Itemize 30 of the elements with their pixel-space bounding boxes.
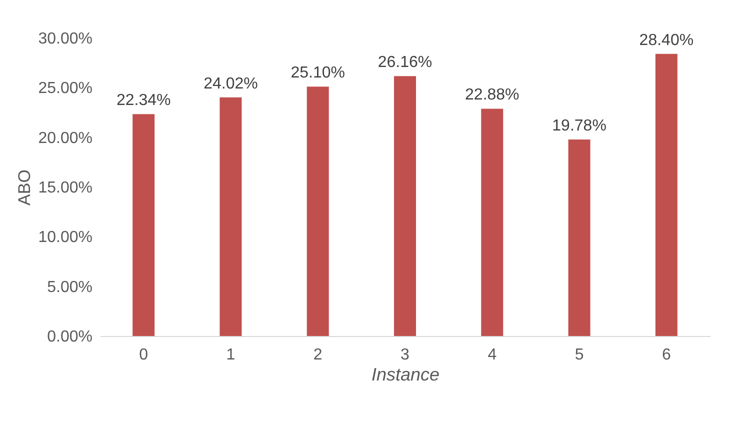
x-tick-label: 3	[400, 346, 410, 364]
x-tick-label: 5	[574, 346, 584, 364]
y-tick-label: 20.00%	[38, 130, 92, 147]
y-tick-label: 25.00%	[38, 80, 92, 98]
x-tick-label: 2	[313, 346, 322, 364]
x-axis-title: Instance	[371, 364, 440, 384]
y-tick-label: 0.00%	[47, 328, 92, 346]
y-tick-label: 10.00%	[38, 229, 92, 246]
data-label: 19.78%	[552, 118, 606, 135]
bar	[220, 97, 242, 336]
bar	[481, 108, 504, 336]
y-tick-label: 5.00%	[47, 278, 92, 296]
x-tick-label: 6	[662, 346, 671, 364]
x-tick-label: 0	[139, 346, 148, 364]
data-label: 22.88%	[465, 86, 520, 104]
data-label: 26.16%	[378, 54, 432, 72]
data-label: 24.02%	[204, 75, 258, 92]
y-tick-label: 15.00%	[38, 180, 92, 196]
data-label: 28.40%	[639, 32, 694, 49]
y-axis-title: ABO	[15, 170, 34, 206]
x-tick-label: 1	[226, 346, 236, 364]
bar	[132, 114, 155, 336]
data-label: 22.34%	[116, 92, 171, 110]
x-tick-label: 4	[488, 346, 497, 364]
y-tick-label: 30.00%	[38, 30, 92, 48]
data-label: 25.10%	[290, 64, 345, 82]
bar	[306, 86, 329, 336]
bar	[655, 54, 678, 336]
bar	[394, 76, 416, 336]
bar	[568, 140, 590, 336]
